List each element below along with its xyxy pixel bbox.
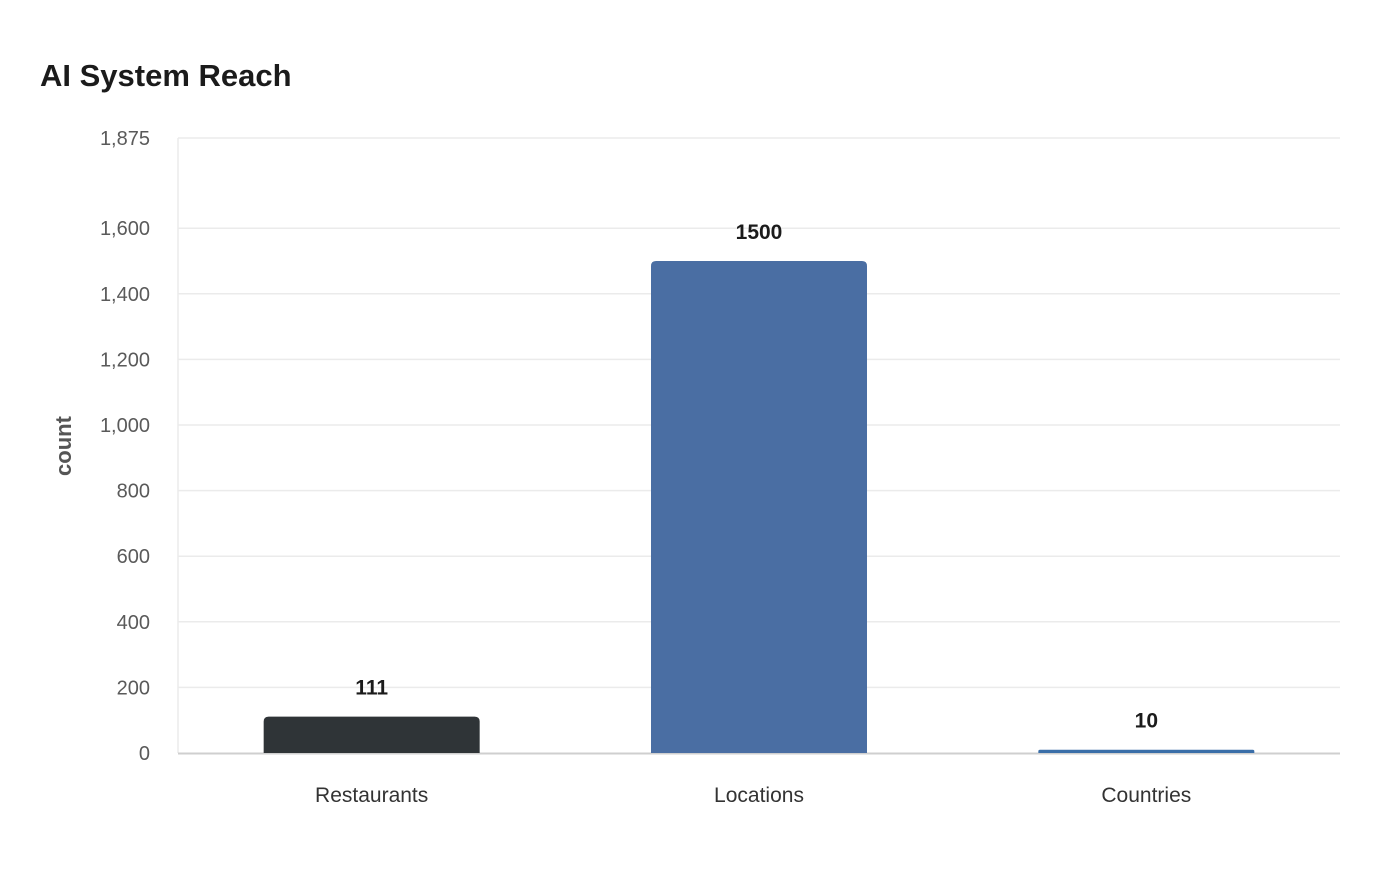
y-tick-label: 1,400 — [100, 284, 150, 306]
y-tick-label: 1,875 — [100, 128, 150, 150]
labels: 111 Restaurants 1500 Locations 10 Countries — [315, 221, 1191, 807]
y-tick-label: 0 — [139, 743, 150, 765]
y-tick-label: 600 — [117, 546, 150, 568]
chart-title: AI System Reach — [40, 58, 292, 93]
x-tick-label: Countries — [1101, 784, 1191, 807]
data-label: 111 — [355, 677, 388, 700]
data-label: 10 — [1135, 710, 1158, 733]
bar-countries — [1038, 749, 1255, 753]
y-tick-label: 400 — [117, 612, 150, 634]
data-label: 1500 — [736, 221, 783, 244]
y-tick-label: 800 — [117, 481, 150, 503]
bar-restaurants — [263, 716, 480, 753]
x-tick-label: Restaurants — [315, 784, 428, 807]
y-tick-label: 200 — [117, 677, 150, 699]
y-tick-label: 1,000 — [100, 415, 150, 437]
x-tick-label: Locations — [714, 784, 804, 807]
axes: 0 200 400 600 800 1,000 1,200 1,400 1,600 1,875 — [100, 128, 1340, 765]
bar-locations — [651, 261, 867, 753]
bars — [263, 261, 1255, 753]
y-axis-title: count — [51, 415, 76, 476]
y-tick-label: 1,200 — [100, 349, 150, 371]
y-tick-label: 1,600 — [100, 218, 150, 240]
